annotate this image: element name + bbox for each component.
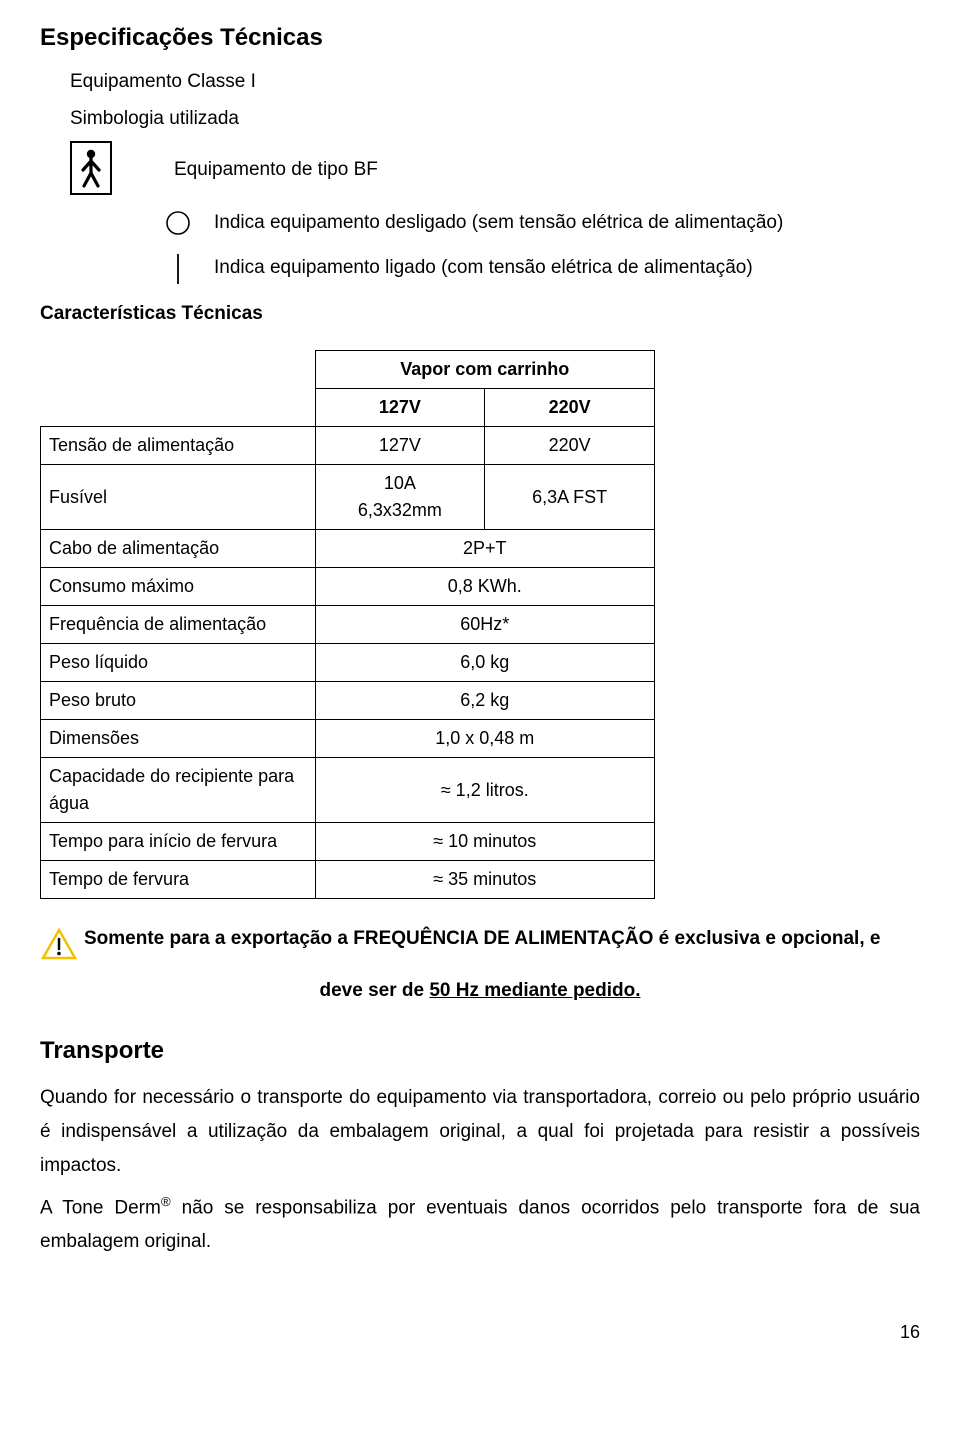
table-row-label: Tensão de alimentação	[41, 427, 316, 465]
table-row-label: Tempo para início de fervura	[41, 823, 316, 861]
power-off-icon	[160, 209, 196, 237]
table-col-127v: 127V	[315, 389, 485, 427]
table-row-value: 2P+T	[315, 530, 654, 568]
page-number: 16	[40, 1319, 920, 1346]
table-row-label: Cabo de alimentação	[41, 530, 316, 568]
table-row-value: 6,0 kg	[315, 644, 654, 682]
table-col-220v: 220V	[485, 389, 655, 427]
table-row-value: ≈ 10 minutos	[315, 823, 654, 861]
transport-para1: Quando for necessário o transporte do eq…	[40, 1081, 920, 1184]
table-row-value-220v: 6,3A FST	[485, 465, 655, 530]
bf-symbol-row: Equipamento de tipo BF	[70, 141, 920, 195]
warning-block: Somente para a exportação a FREQUÊNCIA D…	[40, 925, 920, 971]
table-row-label: Capacidade do recipiente para água	[41, 758, 316, 823]
table-row-value: 0,8 KWh.	[315, 568, 654, 606]
transport-para2: A Tone Derm® não se responsabiliza por e…	[40, 1190, 920, 1260]
bf-person-icon	[70, 141, 112, 195]
table-row-label: Consumo máximo	[41, 568, 316, 606]
table-row-label: Frequência de alimentação	[41, 606, 316, 644]
table-header-title: Vapor com carrinho	[315, 351, 654, 389]
table-row-value: 6,2 kg	[315, 682, 654, 720]
table-row-value-220v: 220V	[485, 427, 655, 465]
table-row-label: Peso bruto	[41, 682, 316, 720]
table-row-label: Dimensões	[41, 720, 316, 758]
legend-block: Indica equipamento desligado (sem tensão…	[160, 209, 920, 286]
table-row-label: Fusível	[41, 465, 316, 530]
table-row-label: Peso líquido	[41, 644, 316, 682]
warning-icon	[40, 927, 78, 971]
table-row-value: 1,0 x 0,48 m	[315, 720, 654, 758]
subsection-title: Características Técnicas	[40, 300, 920, 329]
table-row-value: ≈ 1,2 litros.	[315, 758, 654, 823]
warning-line1: Somente para a exportação a FREQUÊNCIA D…	[84, 925, 920, 954]
table-row-value: 60Hz*	[315, 606, 654, 644]
warning-line2: deve ser de 50 Hz mediante pedido.	[40, 977, 920, 1006]
table-row-value: ≈ 35 minutos	[315, 861, 654, 899]
table-row-value-127v: 10A 6,3x32mm	[315, 465, 485, 530]
page-title: Especificações Técnicas	[40, 20, 920, 56]
bf-label: Equipamento de tipo BF	[174, 156, 378, 185]
legend-off-text: Indica equipamento desligado (sem tensão…	[214, 209, 783, 238]
legend-on-text: Indica equipamento ligado (com tensão el…	[214, 254, 753, 283]
intro-line-symbology: Simbologia utilizada	[70, 105, 920, 134]
table-row-label: Tempo de fervura	[41, 861, 316, 899]
spec-table: Vapor com carrinho 127V 220V Tensão de a…	[40, 350, 655, 899]
transport-title: Transporte	[40, 1033, 920, 1069]
power-on-icon	[160, 252, 196, 286]
intro-line-class: Equipamento Classe I	[70, 68, 920, 97]
table-row-value-127v: 127V	[315, 427, 485, 465]
